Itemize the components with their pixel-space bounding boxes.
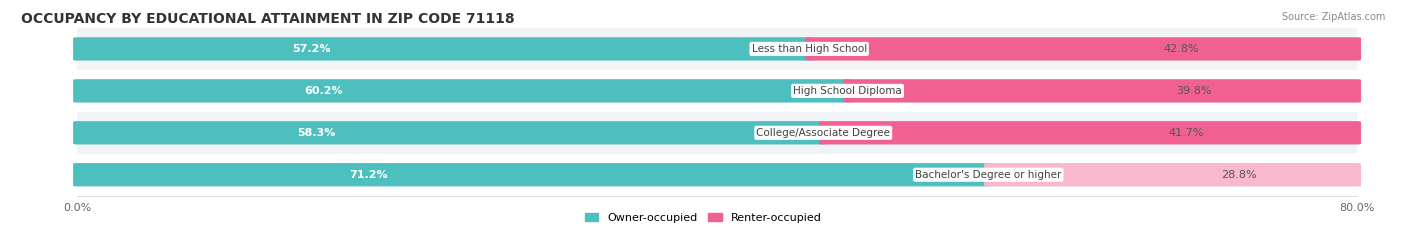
Text: 28.8%: 28.8% [1220, 170, 1257, 180]
FancyBboxPatch shape [73, 121, 828, 144]
FancyBboxPatch shape [73, 79, 852, 103]
Text: Source: ZipAtlas.com: Source: ZipAtlas.com [1281, 12, 1385, 22]
Text: 0.0%: 0.0% [63, 203, 91, 213]
FancyBboxPatch shape [73, 163, 993, 186]
Text: 57.2%: 57.2% [292, 44, 330, 54]
FancyBboxPatch shape [844, 79, 1361, 103]
FancyBboxPatch shape [73, 163, 1361, 186]
FancyBboxPatch shape [806, 37, 1361, 61]
Text: 39.8%: 39.8% [1175, 86, 1212, 96]
Text: 41.7%: 41.7% [1168, 128, 1204, 138]
Legend: Owner-occupied, Renter-occupied: Owner-occupied, Renter-occupied [581, 209, 825, 227]
Text: 60.2%: 60.2% [305, 86, 343, 96]
Bar [77, 154, 1357, 196]
Text: 58.3%: 58.3% [297, 128, 335, 138]
Text: High School Diploma: High School Diploma [793, 86, 901, 96]
Text: Bachelor's Degree or higher: Bachelor's Degree or higher [915, 170, 1062, 180]
FancyBboxPatch shape [984, 163, 1361, 186]
Bar [77, 112, 1357, 154]
FancyBboxPatch shape [73, 79, 1361, 103]
Bar [77, 28, 1357, 70]
Text: 71.2%: 71.2% [350, 170, 388, 180]
Text: OCCUPANCY BY EDUCATIONAL ATTAINMENT IN ZIP CODE 71118: OCCUPANCY BY EDUCATIONAL ATTAINMENT IN Z… [21, 12, 515, 26]
FancyBboxPatch shape [820, 121, 1361, 144]
Bar [77, 70, 1357, 112]
FancyBboxPatch shape [73, 37, 1361, 61]
Text: 80.0%: 80.0% [1339, 203, 1375, 213]
Text: College/Associate Degree: College/Associate Degree [756, 128, 890, 138]
Text: Less than High School: Less than High School [752, 44, 868, 54]
Text: 42.8%: 42.8% [1164, 44, 1199, 54]
FancyBboxPatch shape [73, 37, 814, 61]
FancyBboxPatch shape [73, 121, 1361, 144]
